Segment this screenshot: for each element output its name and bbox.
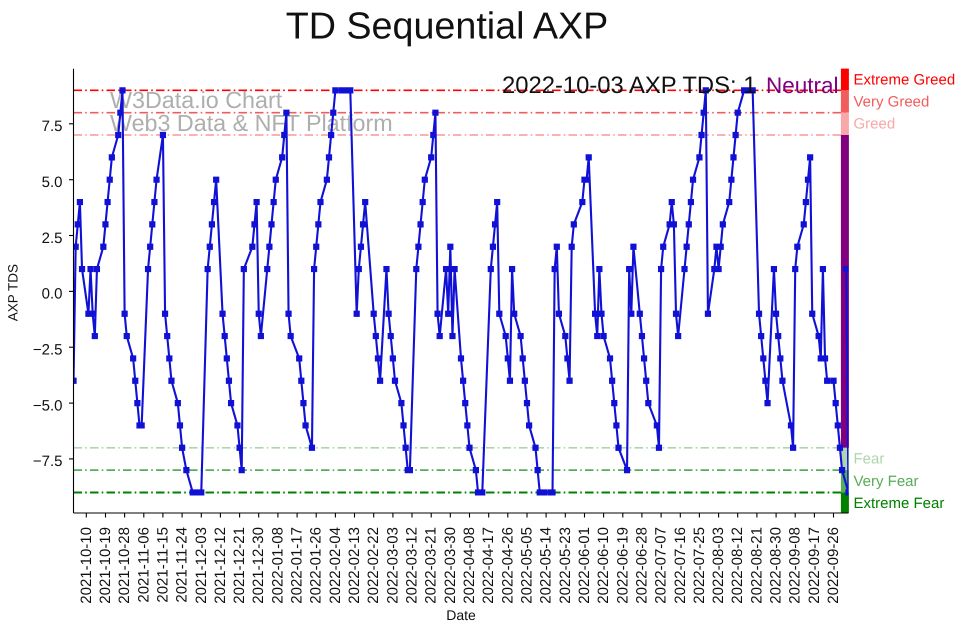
svg-text:2021-11-15: 2021-11-15	[154, 527, 171, 603]
svg-text:2022-05-05: 2022-05-05	[519, 527, 536, 604]
svg-text:Fear: Fear	[854, 451, 885, 468]
svg-text:2022-04-17: 2022-04-17	[480, 527, 497, 604]
svg-text:Web3 Data & NFT Platform: Web3 Data & NFT Platform	[110, 110, 393, 136]
svg-text:2022-06-01: 2022-06-01	[576, 527, 593, 604]
svg-text:2022-03-12: 2022-03-12	[404, 527, 421, 604]
svg-text:2022-04-26: 2022-04-26	[499, 527, 516, 604]
svg-text:2021-10-10: 2021-10-10	[78, 527, 95, 604]
svg-text:2022-01-26: 2022-01-26	[308, 527, 325, 604]
svg-text:AXP TDS: AXP TDS	[6, 264, 21, 321]
svg-text:2022-05-14: 2022-05-14	[538, 527, 555, 604]
svg-text:2.5: 2.5	[42, 230, 63, 247]
svg-text:5.0: 5.0	[42, 174, 63, 191]
svg-text:2022-06-19: 2022-06-19	[614, 527, 631, 604]
svg-text:2022-07-07: 2022-07-07	[653, 527, 670, 604]
svg-text:2022-05-23: 2022-05-23	[557, 527, 574, 604]
svg-text:−7.5: −7.5	[33, 453, 63, 470]
svg-text:2022-03-21: 2022-03-21	[423, 527, 440, 604]
svg-text:2022-09-17: 2022-09-17	[806, 527, 823, 604]
svg-text:2022-07-16: 2022-07-16	[672, 527, 689, 604]
svg-text:2022-01-08: 2022-01-08	[269, 527, 286, 604]
svg-text:2021-12-30: 2021-12-30	[250, 527, 267, 604]
svg-text:2022-08-12: 2022-08-12	[729, 527, 746, 604]
svg-text:2022-07-25: 2022-07-25	[691, 527, 708, 604]
svg-text:−2.5: −2.5	[33, 342, 63, 359]
svg-text:2022-03-03: 2022-03-03	[384, 527, 401, 604]
svg-text:Date: Date	[446, 607, 476, 623]
svg-text:2021-10-28: 2021-10-28	[116, 527, 133, 604]
svg-text:2022-02-22: 2022-02-22	[365, 527, 382, 604]
svg-text:2022-08-03: 2022-08-03	[710, 527, 727, 604]
svg-text:0.0: 0.0	[42, 286, 63, 303]
svg-text:2022-03-30: 2022-03-30	[442, 527, 459, 604]
svg-text:2022-02-04: 2022-02-04	[327, 527, 344, 604]
svg-text:2022-04-08: 2022-04-08	[461, 527, 478, 604]
svg-text:Very Fear: Very Fear	[854, 473, 919, 490]
svg-text:Extreme Greed: Extreme Greed	[854, 72, 956, 89]
svg-text:2022-10-03 AXP TDS: 1: 2022-10-03 AXP TDS: 1	[502, 72, 756, 99]
svg-text:2022-02-13: 2022-02-13	[346, 527, 363, 604]
svg-text:2021-12-12: 2021-12-12	[212, 527, 229, 604]
svg-text:2021-11-06: 2021-11-06	[135, 527, 152, 603]
svg-text:−5.0: −5.0	[33, 397, 63, 414]
svg-text:W3Data.io Chart: W3Data.io Chart	[110, 87, 283, 113]
svg-text:Neutral: Neutral	[766, 73, 839, 98]
svg-text:2022-09-08: 2022-09-08	[787, 527, 804, 604]
svg-text:TD Sequential AXP: TD Sequential AXP	[286, 4, 609, 46]
svg-text:2022-06-10: 2022-06-10	[595, 527, 612, 604]
svg-text:2022-08-21: 2022-08-21	[748, 527, 765, 604]
svg-text:2022-01-17: 2022-01-17	[289, 527, 306, 604]
svg-text:2022-06-28: 2022-06-28	[633, 527, 650, 604]
svg-text:2021-12-21: 2021-12-21	[231, 527, 248, 604]
svg-text:2021-12-03: 2021-12-03	[193, 527, 210, 604]
svg-text:7.5: 7.5	[42, 118, 63, 135]
svg-text:Extreme Fear: Extreme Fear	[854, 495, 945, 512]
svg-text:2022-09-26: 2022-09-26	[825, 527, 842, 604]
svg-text:Very Greed: Very Greed	[854, 94, 930, 111]
svg-text:2021-11-24: 2021-11-24	[174, 527, 191, 603]
svg-text:Greed: Greed	[854, 116, 896, 133]
svg-text:2022-08-30: 2022-08-30	[768, 527, 785, 604]
svg-text:2021-10-19: 2021-10-19	[97, 527, 114, 604]
